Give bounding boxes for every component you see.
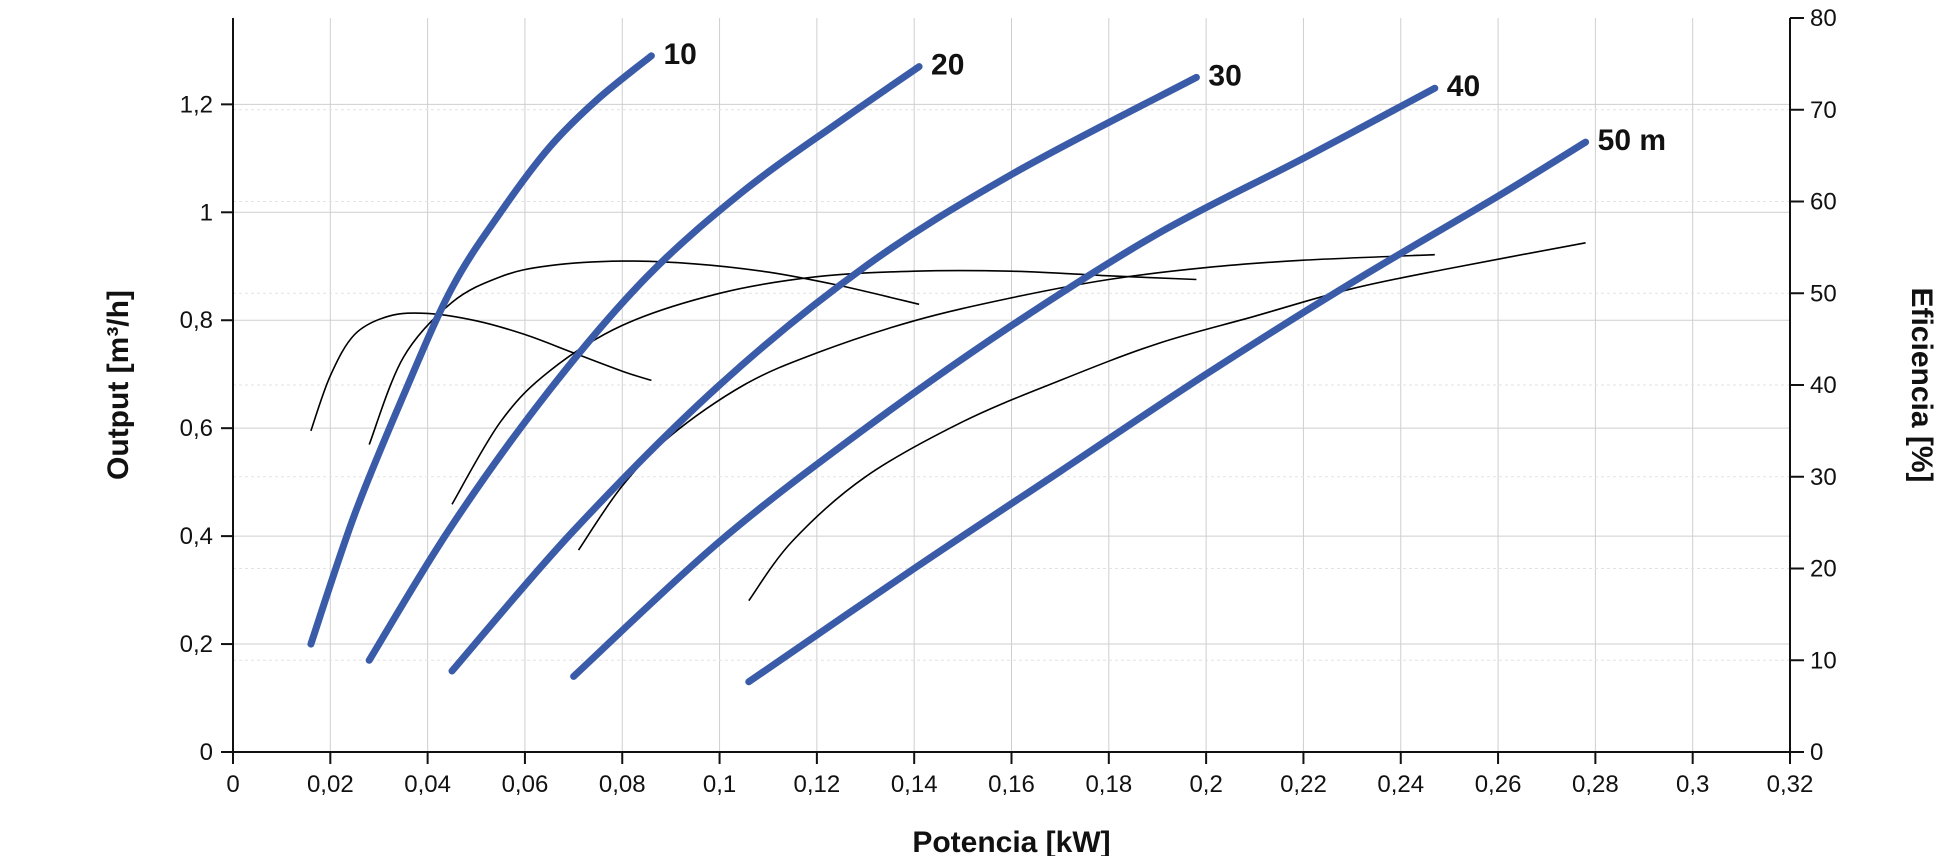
y-left-tick-label: 0,6 bbox=[180, 415, 213, 442]
x-tick-label: 0,32 bbox=[1767, 771, 1814, 798]
output-curve bbox=[448, 73, 1200, 675]
x-tick-label: 0,06 bbox=[502, 771, 549, 798]
ticks: 0 0,02 0,04 0,06 0,08 0,1 0,12 0,14 0,16 0,18 0,2 0… bbox=[180, 5, 1837, 798]
x-tick-label: 0,26 bbox=[1475, 771, 1522, 798]
efficiency-curve bbox=[748, 242, 1586, 602]
x-tick-label: 0,08 bbox=[599, 771, 646, 798]
y-left-tick-label: 0 bbox=[200, 739, 213, 766]
efficiency-curve bbox=[310, 312, 652, 432]
x-tick-label: 0,2 bbox=[1189, 771, 1222, 798]
output-curve-label: 50 m bbox=[1598, 124, 1666, 157]
output-curve-label: 20 bbox=[931, 49, 964, 82]
y-right-tick-label: 20 bbox=[1810, 556, 1837, 583]
output-curve bbox=[307, 52, 655, 648]
left-y-axis-title: Output [m³/h] bbox=[102, 290, 135, 480]
x-tick-label: 0,22 bbox=[1280, 771, 1327, 798]
x-tick-label: 0,14 bbox=[891, 771, 938, 798]
x-tick-label: 0,12 bbox=[794, 771, 841, 798]
x-tick-label: 0 bbox=[226, 771, 239, 798]
x-tick-label: 0,3 bbox=[1676, 771, 1709, 798]
y-right-tick-label: 0 bbox=[1810, 739, 1823, 766]
x-tick-label: 0,28 bbox=[1572, 771, 1619, 798]
x-tick-label: 0,04 bbox=[404, 771, 451, 798]
x-tick-label: 0,1 bbox=[703, 771, 736, 798]
y-right-tick-label: 30 bbox=[1810, 464, 1837, 491]
y-right-tick-label: 50 bbox=[1810, 280, 1837, 307]
y-left-tick-label: 0,8 bbox=[180, 307, 213, 334]
y-left-tick-label: 0,4 bbox=[180, 523, 213, 550]
series-labels: 10 20 30 40 50 m bbox=[663, 38, 1666, 157]
output-curve bbox=[570, 84, 1439, 680]
y-left-tick-label: 1 bbox=[200, 199, 213, 226]
x-tick-label: 0,02 bbox=[307, 771, 354, 798]
x-axis-title: Potencia [kW] bbox=[912, 826, 1110, 856]
y-right-tick-label: 10 bbox=[1810, 647, 1837, 674]
y-left-tick-label: 1,2 bbox=[180, 91, 213, 118]
y-right-tick-label: 80 bbox=[1810, 5, 1837, 32]
output-curve bbox=[365, 63, 923, 664]
output-curves bbox=[307, 52, 1590, 686]
output-curve-label: 30 bbox=[1208, 59, 1241, 92]
grid bbox=[233, 18, 1790, 752]
output-curve bbox=[745, 138, 1590, 686]
output-curve-label: 10 bbox=[663, 38, 696, 71]
y-right-tick-label: 40 bbox=[1810, 372, 1837, 399]
y-right-tick-label: 60 bbox=[1810, 189, 1837, 216]
right-y-axis-title: Eficiencia [%] bbox=[1905, 287, 1938, 482]
efficiency-curve bbox=[451, 269, 1197, 505]
y-left-tick-label: 0,2 bbox=[180, 631, 213, 658]
x-tick-label: 0,18 bbox=[1085, 771, 1132, 798]
x-tick-label: 0,16 bbox=[988, 771, 1035, 798]
y-right-tick-label: 70 bbox=[1810, 97, 1837, 124]
x-tick-label: 0,24 bbox=[1377, 771, 1424, 798]
output-curve-label: 40 bbox=[1447, 70, 1480, 103]
